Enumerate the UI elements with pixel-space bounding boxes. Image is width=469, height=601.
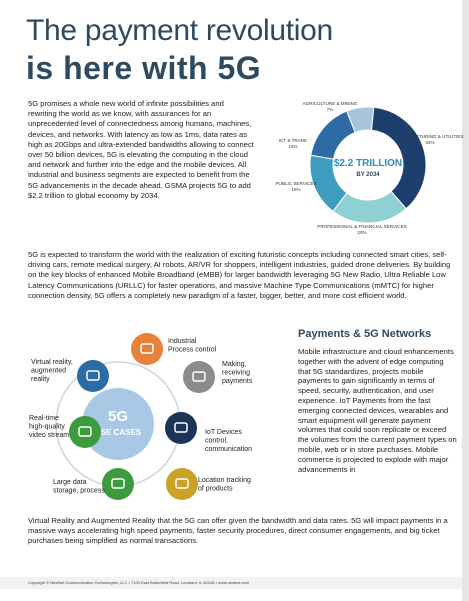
body-paragraph: 5G is expected to transform the world wi… [28, 250, 451, 300]
icon-glyph [86, 370, 100, 381]
donut-label-name: AGRICULTURE & MINING [303, 101, 358, 106]
donut-label-value: 20% [357, 230, 366, 235]
margin-bar [462, 0, 469, 601]
use-case-icon [69, 416, 101, 448]
use-case-label: Process control [168, 347, 217, 354]
use-case-label: Location tracking [198, 477, 251, 484]
use-cases-title: USE CASES [95, 428, 142, 437]
donut-label-name: MANUFACTURING & UTILITIES [396, 134, 463, 139]
use-case-label: reality [31, 376, 50, 383]
use-case-label: Industrial [168, 338, 197, 345]
intro-paragraph: 5G promises a whole new world of infinit… [28, 99, 254, 200]
use-case-label: Virtual reality, [31, 359, 73, 366]
icon-glyph [174, 422, 188, 433]
sidebar-heading: Payments & 5G Networks [298, 328, 432, 340]
donut-label: AGRICULTURE & MINING 7% [303, 101, 358, 112]
title-line: The payment revolution [26, 14, 333, 47]
use-case-label: of products [198, 486, 233, 493]
use-case-icon [102, 468, 134, 500]
donut-label-value: 15% [288, 144, 297, 149]
donut-label-name: PUBLIC SERVICES [275, 181, 316, 186]
use-case-icon [165, 412, 197, 444]
use-case-label: Large data [53, 479, 87, 486]
donut-label: ICT & TRADE 15% [279, 138, 307, 149]
donut-label-value: 34% [425, 140, 434, 145]
use-case-label: receiving [222, 370, 250, 377]
footer: Copyright © NewNet Communication Technol… [28, 580, 250, 585]
use-case-label: Real-time [29, 415, 59, 422]
use-case-label: augmented [31, 368, 66, 375]
use-cases-title: 5G [108, 408, 128, 425]
donut-segment [370, 106, 427, 210]
use-case-icon [131, 333, 163, 365]
use-case-icon [183, 361, 215, 393]
use-case-label: storage, process [53, 488, 105, 495]
donut-center: BY 2034 [356, 172, 380, 178]
donut-label-name: PROFESSIONAL & FINANCIAL SERVICES [317, 224, 406, 229]
donut-segment [310, 110, 356, 160]
icon-glyph [192, 371, 206, 382]
closing-paragraph: Virtual Reality and Augmented Reality th… [28, 516, 448, 546]
donut-label: PROFESSIONAL & FINANCIAL SERVICES 20% [317, 224, 406, 235]
use-case-label: control, [205, 438, 228, 445]
icon-glyph [111, 478, 125, 489]
use-case-label: communication [205, 446, 252, 453]
use-case-icon [166, 468, 198, 500]
use-case-label: high-quality [29, 424, 65, 431]
title-line: is here with 5G [26, 50, 262, 86]
donut-label-value: 16% [291, 187, 300, 192]
use-case-icon [77, 360, 109, 392]
icon-glyph [175, 478, 189, 489]
sidebar-text: Mobile infrastructure and cloud enhancem… [298, 347, 457, 474]
footer-bar [0, 577, 462, 589]
use-case-label: video stream [29, 432, 69, 439]
donut-label-value: 7% [327, 107, 334, 112]
icon-glyph [78, 426, 92, 437]
use-case-label: payments [222, 378, 253, 385]
donut-center: $2.2 TRILLION [334, 158, 402, 169]
donut-label-name: ICT & TRADE [279, 138, 307, 143]
center-circle [82, 388, 154, 460]
use-case-label: Making, [222, 361, 247, 368]
use-case-label: IoT Devices [205, 429, 242, 436]
donut-label: PUBLIC SERVICES 16% [275, 181, 316, 192]
donut-label: MANUFACTURING & UTILITIES 34% [396, 134, 463, 145]
icon-glyph [140, 343, 154, 354]
